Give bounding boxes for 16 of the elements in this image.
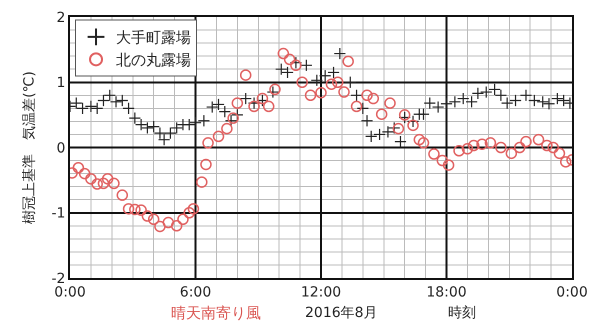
x-tick-label: 6:00 [180, 284, 212, 301]
y-tick-label: 1 [56, 75, 66, 92]
y-tick-label: -1 [51, 206, 66, 222]
y-tick-label: 0 [56, 140, 66, 156]
x-tick-label: 0:00 [556, 284, 588, 301]
x-axis-title: 時刻 [448, 305, 476, 321]
y-axis-title: 樹冠上基準 気温差(℃) [22, 71, 38, 224]
x-tick-label: 18:00 [426, 284, 467, 301]
x-tick-label: 0:00 [54, 284, 86, 301]
text: 晴天南寄り風 [171, 304, 261, 322]
legend-label: 大手町露場 [116, 28, 192, 47]
y-tick-label: -2 [51, 270, 66, 287]
y-tick-label: 2 [56, 10, 66, 26]
text: 2016年8月 [305, 305, 378, 321]
x-tick-label: 12:00 [300, 284, 342, 301]
legend-label: 北の丸露場 [116, 51, 192, 70]
